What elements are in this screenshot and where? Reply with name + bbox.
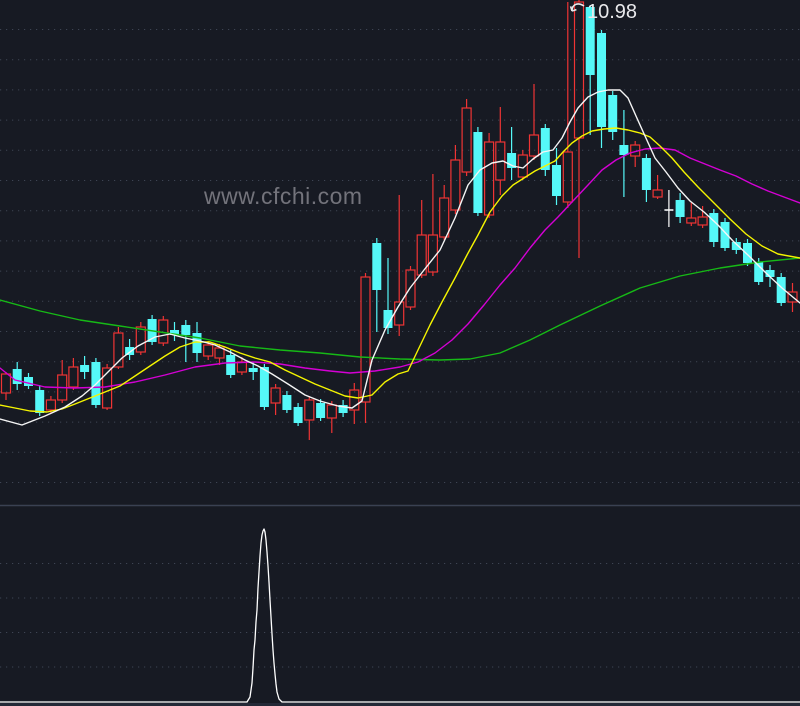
candle[interactable] <box>585 5 595 135</box>
ma-yellow-line <box>0 127 800 413</box>
candle[interactable] <box>641 154 651 202</box>
candle[interactable] <box>24 373 33 389</box>
candle[interactable] <box>743 239 752 266</box>
candle[interactable] <box>439 185 450 240</box>
candle[interactable] <box>528 84 540 160</box>
candle[interactable] <box>507 127 517 180</box>
candle[interactable] <box>293 403 303 426</box>
candle[interactable] <box>652 175 663 199</box>
candle[interactable] <box>540 124 550 176</box>
candle[interactable] <box>158 316 169 346</box>
candle[interactable] <box>405 266 416 310</box>
high-price-label: 10.98 <box>587 1 638 23</box>
candle[interactable] <box>57 360 68 403</box>
candle[interactable] <box>495 107 506 195</box>
candle[interactable] <box>776 273 786 306</box>
candle[interactable] <box>675 193 685 223</box>
indicator-spike-line <box>0 528 800 703</box>
candle[interactable] <box>461 99 472 176</box>
ma-magenta-line <box>0 147 800 389</box>
candle[interactable] <box>552 148 561 205</box>
candle[interactable] <box>135 322 146 355</box>
candle[interactable] <box>80 356 90 379</box>
candle[interactable] <box>181 320 191 362</box>
candle[interactable] <box>473 127 483 216</box>
candle[interactable] <box>338 400 348 417</box>
high-marker-arrow-icon <box>569 3 585 12</box>
candle[interactable] <box>484 133 495 218</box>
candle[interactable] <box>316 399 326 421</box>
candle[interactable] <box>630 141 641 167</box>
candle[interactable] <box>720 218 730 251</box>
candle[interactable] <box>349 383 360 424</box>
candle[interactable] <box>383 258 393 334</box>
candle[interactable] <box>787 283 798 312</box>
candle[interactable] <box>562 2 573 208</box>
candle[interactable] <box>125 339 135 360</box>
candle[interactable] <box>731 238 741 254</box>
candle[interactable] <box>427 174 438 276</box>
candle[interactable] <box>664 190 674 227</box>
candle[interactable] <box>101 364 113 410</box>
candle[interactable] <box>12 362 22 390</box>
candle[interactable] <box>619 110 629 197</box>
candle[interactable] <box>686 202 697 226</box>
candle[interactable] <box>573 0 585 258</box>
bottom-edge-strip <box>0 703 800 706</box>
candle[interactable] <box>360 273 371 423</box>
candle[interactable] <box>304 396 315 440</box>
candle[interactable] <box>170 322 179 341</box>
dotted-gridlines <box>0 29 800 668</box>
candle[interactable] <box>450 145 461 214</box>
candle[interactable] <box>597 30 606 148</box>
candle[interactable] <box>608 91 618 140</box>
candle-series[interactable] <box>0 0 798 440</box>
ma-green-line <box>0 257 800 361</box>
candle[interactable] <box>35 385 45 416</box>
candle[interactable] <box>113 327 124 369</box>
candle[interactable] <box>372 238 382 332</box>
candle[interactable] <box>248 362 258 380</box>
candle[interactable] <box>91 358 101 408</box>
candle[interactable] <box>282 391 292 413</box>
candle[interactable] <box>226 350 236 378</box>
watermark-text: www.cfchi.com <box>204 183 363 209</box>
candle[interactable] <box>259 364 269 410</box>
candle[interactable] <box>709 209 719 247</box>
ma-white-line <box>0 89 800 426</box>
candle[interactable] <box>394 195 405 336</box>
candle[interactable] <box>270 384 281 415</box>
candle[interactable] <box>68 358 79 390</box>
candle[interactable] <box>416 200 427 278</box>
